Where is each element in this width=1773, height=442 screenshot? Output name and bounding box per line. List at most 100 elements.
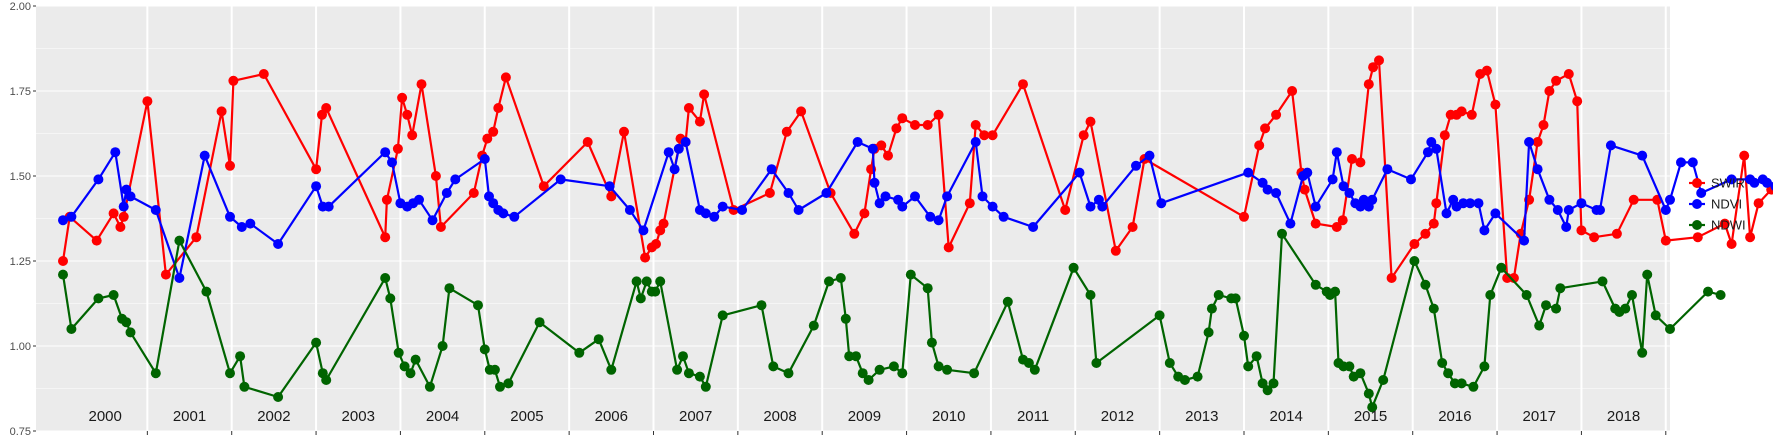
ndwi-point — [1703, 286, 1713, 297]
swir-point — [115, 222, 126, 232]
legend-key-point — [1692, 199, 1702, 209]
swir-point — [321, 103, 332, 113]
ndvi-point — [1406, 174, 1416, 185]
swir-point — [216, 106, 227, 117]
swir-point — [1538, 120, 1549, 130]
ndwi-point — [66, 324, 77, 334]
ndvi-point — [1563, 205, 1574, 215]
swir-point — [1753, 198, 1764, 209]
ndwi-point — [235, 351, 246, 362]
year-label: 2002 — [257, 408, 290, 425]
grid-lines — [36, 5, 1670, 432]
ndwi-point — [1310, 279, 1321, 290]
ndwi-point — [606, 364, 617, 375]
ndwi-point — [410, 354, 421, 365]
ndwi-point — [239, 381, 250, 392]
ndvi-point — [669, 164, 680, 175]
swir-point — [694, 116, 705, 127]
swir-point — [1347, 154, 1357, 164]
ndvi-point — [869, 177, 880, 188]
ndvi-point — [498, 208, 509, 219]
swir-point — [58, 256, 68, 266]
swir-point — [1692, 232, 1703, 243]
swir-point — [1239, 211, 1249, 222]
ndwi-point — [768, 361, 779, 372]
ndwi-point — [933, 361, 944, 372]
ndwi-point — [655, 276, 666, 287]
ndwi-point — [1192, 371, 1203, 382]
x-axis: 2000 2001 2002 2003 2004 2005 2006 2007 2008 2009… — [88, 408, 1667, 435]
ndvi-point — [1595, 205, 1605, 215]
year-label: 2004 — [426, 408, 459, 425]
ndwi-point — [1206, 303, 1217, 314]
swir-point — [416, 79, 427, 90]
ndwi-point — [58, 269, 68, 280]
ndvi-point — [897, 201, 908, 212]
legend-label-swir: SWIR — [1711, 176, 1745, 191]
swir-point — [538, 181, 549, 192]
ndvi-point — [1382, 164, 1393, 175]
ndvi-point — [624, 205, 635, 215]
ndvi-point — [1422, 147, 1433, 158]
ndwi-point — [1620, 303, 1631, 314]
swir-point — [979, 130, 990, 141]
swir-point — [1299, 184, 1310, 195]
swir-point — [160, 269, 171, 280]
swir-point — [435, 222, 446, 232]
ndwi-point — [311, 337, 322, 348]
swir-point — [1374, 55, 1384, 66]
ndvi-point — [441, 188, 452, 198]
ndvi-point — [387, 157, 397, 168]
swir-point — [1386, 273, 1397, 283]
ndwi-point — [125, 327, 136, 338]
swir-point — [1563, 69, 1574, 79]
swir-point — [397, 92, 408, 103]
swir-point — [619, 126, 629, 137]
ndwi-point — [1428, 303, 1439, 314]
ndwi-point — [399, 361, 410, 372]
ndwi-point — [1496, 262, 1507, 273]
ndvi-point — [1144, 150, 1155, 161]
ndvi-point — [821, 188, 832, 198]
swir-point — [1271, 109, 1282, 120]
ndwi-point — [835, 273, 846, 283]
legend-item-ndvi: NDVI — [1689, 197, 1742, 212]
swir-point — [876, 140, 887, 151]
year-label: 2010 — [932, 408, 965, 425]
ndvi-point — [1473, 198, 1484, 209]
ndvi-point — [717, 201, 728, 212]
swir-point — [488, 126, 499, 137]
ndwi-point — [1367, 402, 1378, 413]
ndwi-point — [121, 317, 132, 328]
ndvi-point — [479, 154, 490, 164]
swir-point — [1532, 137, 1543, 147]
ndwi-point — [108, 290, 119, 300]
ndwi-point — [1179, 375, 1190, 385]
ndvi-point — [450, 174, 461, 185]
swir-point — [1355, 157, 1366, 168]
swir-point — [1739, 150, 1750, 161]
swir-point — [764, 188, 775, 198]
swir-point — [258, 69, 269, 79]
ndwi-point — [1420, 279, 1431, 290]
ndwi-point — [1154, 310, 1165, 321]
swir-point — [849, 228, 860, 239]
ndwi-point — [717, 310, 728, 321]
ndwi-point — [1534, 320, 1545, 331]
year-label: 2014 — [1269, 408, 1302, 425]
ndvi-point — [110, 147, 121, 158]
ndwi-point — [851, 351, 861, 362]
swir-point — [381, 194, 392, 205]
ndwi-point — [1068, 262, 1079, 273]
ndvi-point — [273, 239, 284, 249]
ndwi-point — [150, 368, 161, 379]
ndvi-point — [1696, 188, 1707, 198]
ndwi-point — [942, 364, 953, 375]
ndvi-point — [1331, 147, 1342, 158]
series-layer — [58, 55, 1773, 413]
ndvi-point — [1687, 157, 1698, 168]
ndvi-point — [1726, 174, 1737, 185]
ndwi-point — [1650, 310, 1661, 321]
ndvi-point — [66, 211, 77, 222]
swir-point — [1078, 130, 1089, 141]
